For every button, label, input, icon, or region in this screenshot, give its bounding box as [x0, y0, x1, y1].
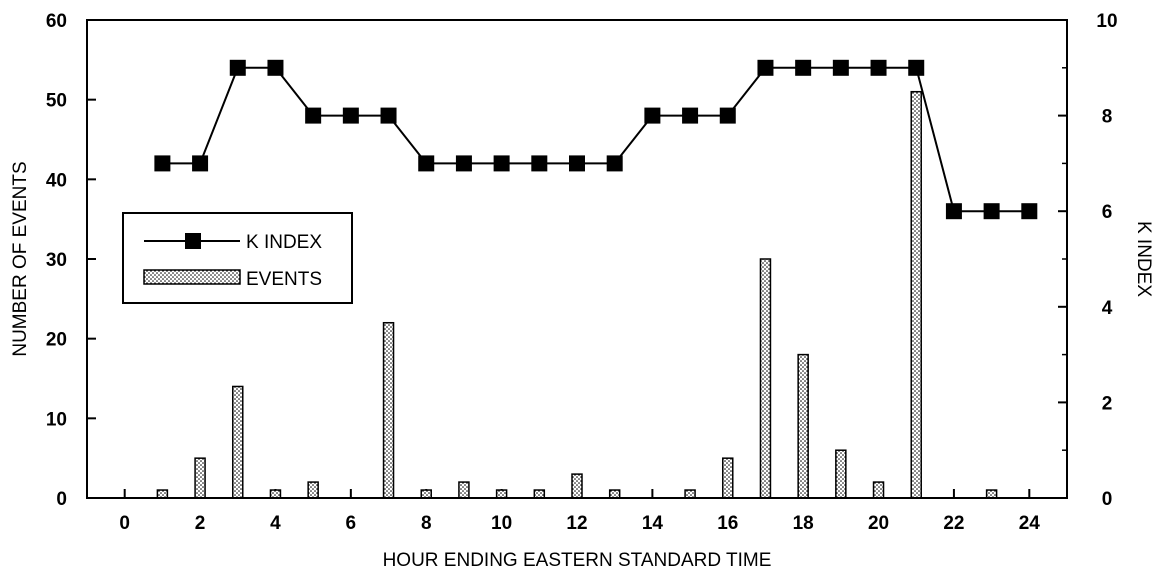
x-tick-label: 20	[868, 513, 889, 534]
x-tick-label: 6	[346, 513, 357, 534]
k-index-point	[870, 59, 887, 76]
y2-tick-label: 10	[1096, 11, 1117, 32]
x-tick-label: 12	[566, 513, 587, 534]
k-index-point	[644, 107, 661, 124]
y2-tick-label: 4	[1102, 298, 1113, 319]
events-bar	[985, 489, 998, 499]
k-index-point	[229, 59, 246, 76]
k-index-point	[531, 155, 548, 172]
k-index-point	[305, 107, 322, 124]
k-index-point	[757, 59, 774, 76]
events-bar	[608, 489, 621, 499]
x-tick-label: 24	[1019, 513, 1041, 534]
legend-k-index-marker	[185, 233, 201, 249]
k-index-point	[418, 155, 435, 172]
x-tick-label: 2	[195, 513, 206, 534]
x-tick-label: 10	[491, 513, 512, 534]
k-index-point	[267, 59, 284, 76]
y2-tick-label: 6	[1102, 202, 1113, 223]
events-bar	[382, 321, 395, 499]
y-tick-label: 60	[46, 11, 67, 32]
x-tick-label: 22	[943, 513, 964, 534]
events-bar	[571, 473, 583, 499]
events-bar	[495, 489, 508, 499]
events-bar	[759, 258, 772, 499]
y-tick-label: 20	[46, 330, 67, 351]
x-tick-label: 0	[119, 513, 130, 534]
events-bar	[797, 353, 809, 499]
events-bar	[910, 90, 922, 499]
k-index-point	[342, 107, 359, 124]
x-tick-label: 18	[793, 513, 814, 534]
k-index-point	[192, 155, 209, 172]
k-index-point	[380, 107, 397, 124]
events-bar	[232, 385, 244, 499]
k-index-line	[162, 66, 1030, 213]
x-tick-label: 16	[717, 513, 738, 534]
legend-events-swatch	[143, 269, 241, 285]
x-tick-label: 4	[270, 513, 281, 534]
y-tick-label: 50	[46, 91, 67, 112]
events-bar	[420, 489, 432, 499]
y-tick-label: 0	[56, 489, 67, 510]
legend-events-label: EVENTS	[246, 269, 322, 290]
y-tick-label: 40	[46, 170, 67, 191]
k-index-point	[1021, 203, 1038, 220]
events-bar	[156, 489, 169, 499]
k-index-point	[493, 155, 510, 172]
k-index-point	[569, 155, 585, 172]
events-bar	[458, 481, 470, 499]
events-bar	[307, 481, 319, 499]
k-index-point	[983, 203, 1000, 220]
y2-tick-label: 0	[1102, 489, 1113, 510]
k-index-point	[719, 107, 736, 124]
events-bar	[872, 481, 885, 499]
k-index-point	[682, 107, 699, 124]
legend-k-index-label: K INDEX	[246, 232, 322, 253]
events-bar	[533, 489, 546, 499]
legend: K INDEX EVENTS	[122, 212, 353, 304]
x-tick-label: 8	[421, 513, 432, 534]
plot-area-frame	[86, 19, 1068, 499]
events-bar	[835, 449, 847, 499]
y2-axis-title: K INDEX	[1133, 221, 1154, 297]
events-bar	[722, 457, 734, 499]
k-index-point	[606, 155, 623, 172]
events-bar	[194, 457, 206, 499]
events-bar	[684, 489, 696, 499]
x-tick-label: 14	[642, 513, 664, 534]
y2-tick-label: 2	[1102, 393, 1113, 414]
k-index-point	[795, 59, 812, 76]
k-index-point	[832, 59, 849, 76]
k-index-point	[945, 203, 962, 220]
legend-box	[122, 212, 353, 304]
k-index-point	[154, 155, 171, 172]
k-index-point	[908, 59, 925, 76]
y2-tick-label: 8	[1102, 107, 1113, 128]
events-bar	[269, 489, 282, 499]
x-axis-title: HOUR ENDING EASTERN STANDARD TIME	[383, 550, 772, 571]
y-tick-label: 30	[46, 250, 67, 271]
y-tick-label: 10	[46, 409, 67, 430]
k-index-point	[455, 155, 472, 172]
y-axis-title: NUMBER OF EVENTS	[10, 161, 31, 356]
